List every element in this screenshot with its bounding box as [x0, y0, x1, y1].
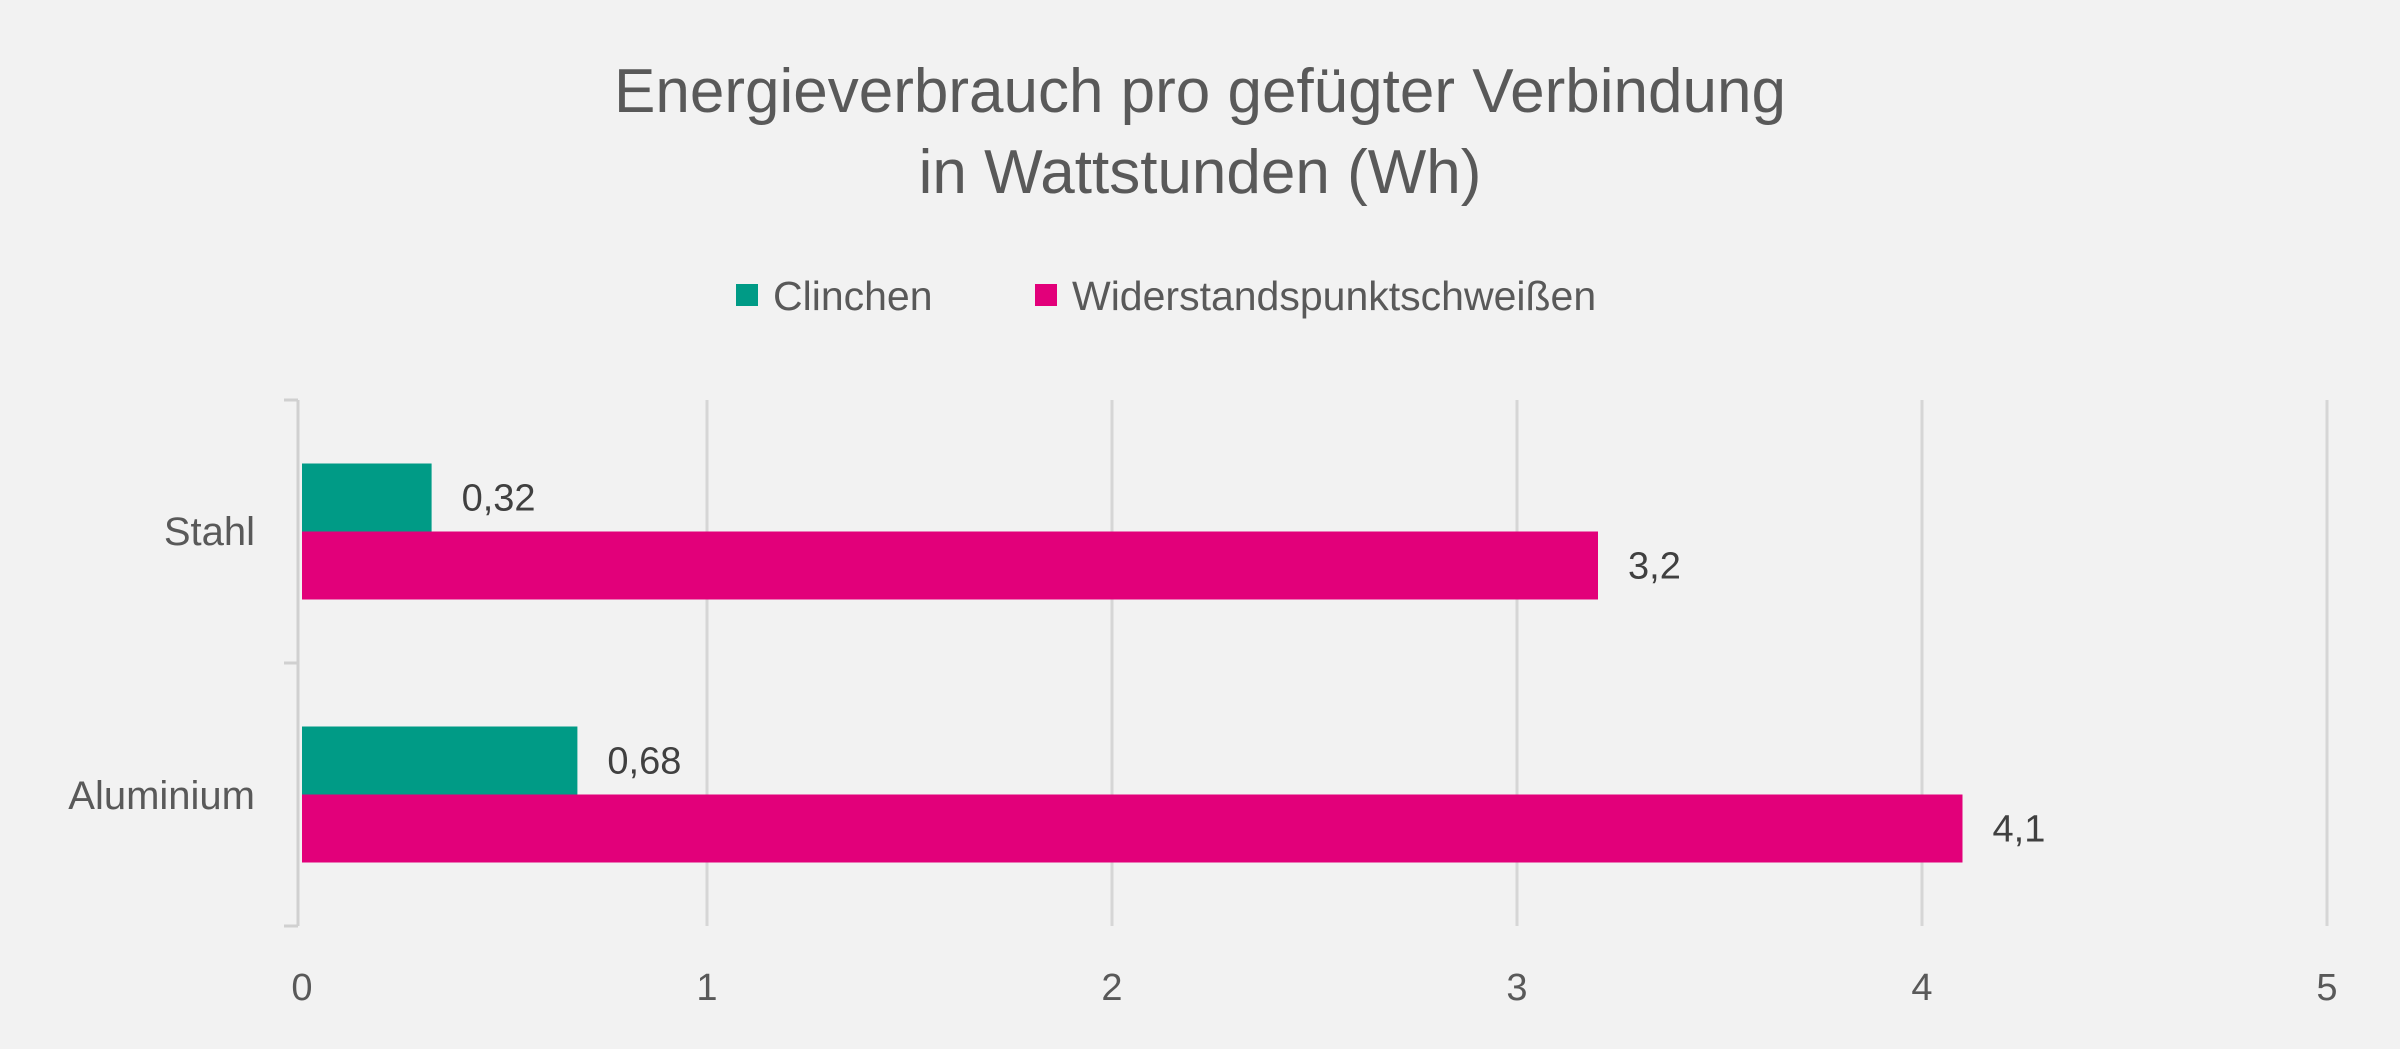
category-label-aluminium: Aluminium: [68, 774, 255, 818]
x-tick-label: 5: [2316, 967, 2337, 1009]
x-tick-label: 1: [696, 967, 717, 1009]
x-tick-label: 0: [291, 967, 312, 1009]
legend: Clinchen Widerstandspunktschweißen: [736, 273, 1596, 319]
legend-swatch-widerstandspunktschweissen: [1035, 284, 1057, 306]
data-label: 0,32: [462, 478, 536, 520]
chart-title-line-1: Energieverbrauch pro gefügter Verbindung: [614, 57, 1786, 126]
data-label: 3,2: [1628, 546, 1681, 588]
category-label-stahl: Stahl: [164, 510, 255, 554]
x-tick-label: 2: [1101, 967, 1122, 1009]
legend-label-clinchen: Clinchen: [773, 273, 933, 319]
bar: [302, 794, 1963, 863]
data-label: 0,68: [607, 741, 681, 783]
x-tick-label: 3: [1506, 967, 1527, 1009]
chart-title-line-2: in Wattstunden (Wh): [919, 138, 1482, 207]
bar: [302, 531, 1598, 600]
x-tick-label: 4: [1911, 967, 1932, 1009]
legend-swatch-clinchen: [736, 284, 758, 306]
bar: [302, 463, 432, 532]
bar: [302, 726, 578, 795]
data-label: 4,1: [1993, 809, 2046, 851]
legend-label-widerstandspunktschweissen: Widerstandspunktschweißen: [1072, 273, 1596, 319]
